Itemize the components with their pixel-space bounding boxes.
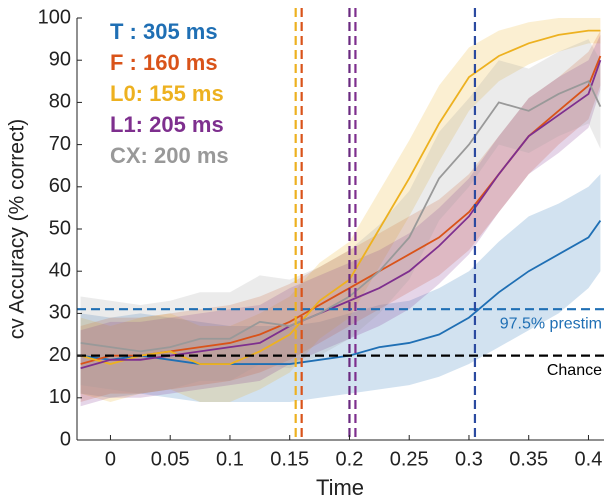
reference-label: Chance: [547, 362, 602, 379]
y-tick-label: 40: [49, 259, 71, 281]
y-tick-label: 50: [49, 217, 71, 239]
legend-label: T : 305 ms: [110, 19, 218, 44]
x-tick-label: 0.05: [151, 448, 190, 470]
x-axis-title: Time: [316, 475, 364, 500]
y-tick-label: 70: [49, 133, 71, 155]
x-tick-label: 0.35: [509, 448, 548, 470]
confidence-band: [80, 18, 601, 403]
y-tick-label: 20: [49, 344, 71, 366]
series-line: [80, 59, 602, 370]
legend-label: CX: 200 ms: [110, 143, 229, 168]
x-tick-label: 0.2: [336, 448, 364, 470]
x-tick-label: 0.1: [216, 448, 244, 470]
y-tick-label: 60: [49, 175, 71, 197]
y-tick-label: 80: [49, 91, 71, 113]
legend-label: L0: 155 ms: [110, 81, 224, 106]
reference-label: 97.5% prestim: [500, 315, 602, 332]
x-tick-label: 0.25: [390, 448, 429, 470]
legend-label: L1: 205 ms: [110, 112, 224, 137]
y-axis-title: cv Accuracy (% correct): [6, 119, 29, 340]
y-tick-label: 100: [38, 6, 71, 28]
y-tick-label: 0: [60, 428, 71, 450]
y-tick-label: 30: [49, 302, 71, 324]
legend-label: F : 160 ms: [110, 50, 218, 75]
x-tick-label: 0: [105, 448, 116, 470]
y-tick-label: 90: [49, 48, 71, 70]
confidence-band: [80, 34, 601, 407]
x-tick-label: 0.3: [455, 448, 483, 470]
x-tick-label: 0.4: [575, 448, 603, 470]
x-tick-label: 0.15: [270, 448, 309, 470]
confidence-band: [80, 39, 601, 394]
y-tick-label: 10: [49, 386, 71, 408]
